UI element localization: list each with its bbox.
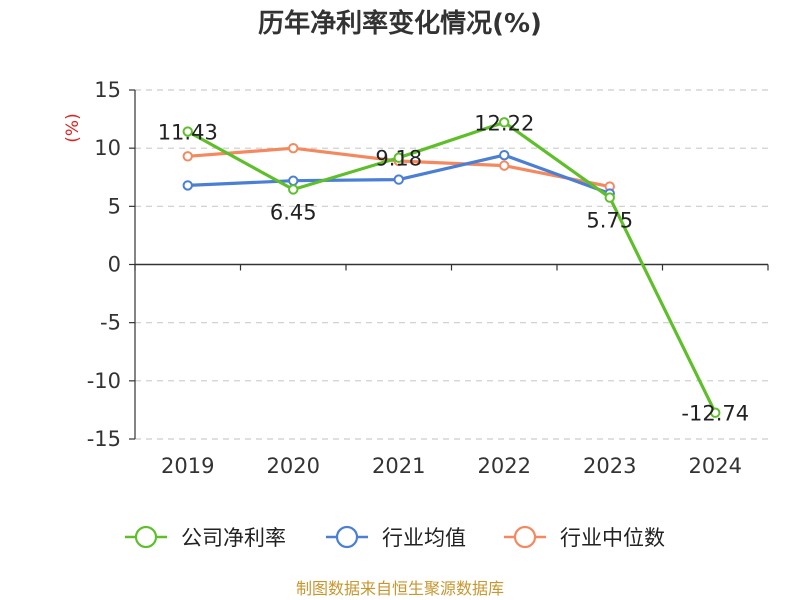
series-point [604, 192, 615, 203]
data-label: 6.45 [270, 200, 317, 224]
series-point [499, 160, 510, 171]
legend-item: 公司净利率 [125, 525, 286, 550]
y-axis-label: (%) [63, 113, 83, 142]
y-tick-label: 15 [94, 78, 121, 102]
legend-marker [513, 525, 537, 549]
data-label: 12.22 [474, 111, 534, 135]
legend-marker [134, 525, 158, 549]
legend-label: 公司净利率 [181, 526, 286, 550]
series-line [186, 120, 717, 415]
x-tick-label: 2022 [478, 454, 531, 478]
source-note: 制图数据来自恒生聚源数据库 [296, 579, 504, 598]
axes: 15 10 5 0 -5 -10 -15 2019 2020 2021 2022 2023 2024 [87, 78, 769, 478]
y-tick-label: -15 [87, 427, 121, 451]
series-lines [182, 117, 721, 418]
series-point [499, 149, 510, 161]
series-point [182, 180, 193, 191]
series-point [182, 151, 193, 162]
x-tick-label: 2020 [267, 454, 320, 478]
y-tick-label: 10 [94, 136, 121, 160]
y-tick-label: 0 [108, 253, 121, 277]
data-label: 9.18 [375, 147, 422, 171]
x-tick-label: 2023 [583, 454, 636, 478]
series-point [288, 142, 299, 154]
data-label: 11.43 [158, 121, 218, 145]
x-tick-label: 2021 [372, 454, 425, 478]
series-point [393, 152, 404, 163]
legend-marker [335, 525, 359, 549]
series-point [182, 126, 193, 137]
legend: 公司净利率 行业均值 行业中位数 [125, 525, 665, 550]
series-point [710, 407, 721, 418]
legend-item: 行业均值 [326, 525, 466, 550]
legend-label: 行业中位数 [560, 526, 665, 550]
y-tick-label: -5 [100, 311, 121, 335]
legend-label: 行业均值 [382, 526, 466, 550]
data-label: 5.75 [586, 209, 633, 233]
data-label: -12.74 [681, 402, 749, 426]
x-tick-label: 2019 [161, 454, 214, 478]
x-tick-label: 2024 [689, 454, 742, 478]
series-point [288, 184, 299, 195]
y-tick-label: 5 [108, 194, 121, 218]
y-tick-label: -10 [87, 369, 121, 393]
series-point [393, 174, 404, 185]
series-point [499, 117, 510, 128]
data-labels: 11.43 6.45 9.18 12.22 5.75 -12.74 [158, 111, 749, 425]
series-point [288, 175, 299, 186]
chart-title: 历年净利率变化情况(%) [258, 8, 542, 39]
legend-item: 行业中位数 [504, 525, 665, 550]
